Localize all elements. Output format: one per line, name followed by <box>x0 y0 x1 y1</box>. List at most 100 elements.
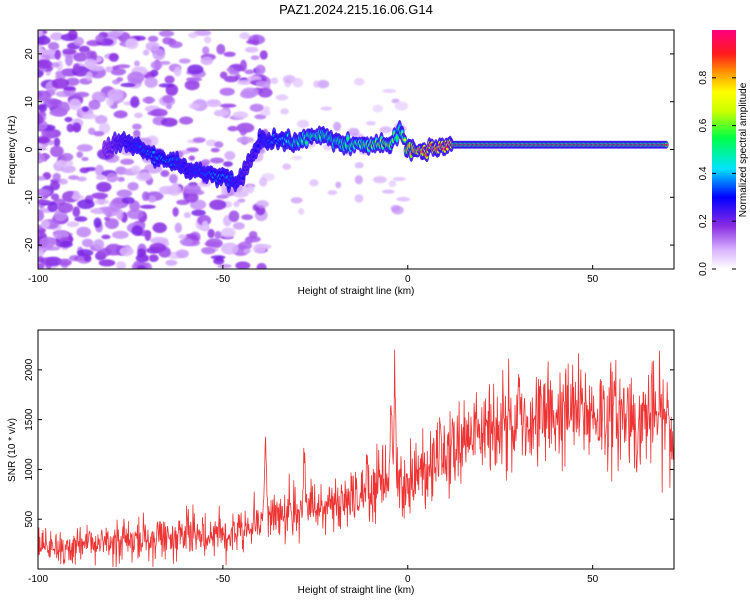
noise-blob <box>136 172 152 182</box>
noise-blob <box>282 163 292 170</box>
noise-blob <box>172 207 179 217</box>
noise-blob <box>73 52 88 62</box>
x-tick-label: -50 <box>216 574 231 585</box>
figure-title: PAZ1.2024.215.16.06.G14 <box>279 2 433 17</box>
spectrogram-x-label: Height of straight line (km) <box>298 286 415 297</box>
noise-blob <box>81 106 89 112</box>
y-tick-label: -10 <box>24 190 35 205</box>
noise-blob <box>237 198 246 203</box>
noise-blob <box>110 67 127 76</box>
noise-blob <box>209 157 224 164</box>
noise-blob <box>126 208 144 220</box>
noise-blob <box>214 231 222 239</box>
x-tick-label: -100 <box>28 574 48 585</box>
noise-blob <box>256 262 267 269</box>
noise-blob <box>116 77 124 82</box>
noise-blob <box>152 222 167 234</box>
noise-blob <box>108 53 119 62</box>
spectrogram-y-label: Frequency (Hz) <box>7 116 18 185</box>
noise-blob <box>252 243 267 254</box>
noise-blob <box>95 175 107 181</box>
ridge-core <box>395 135 399 140</box>
noise-blob <box>233 200 240 208</box>
noise-blob <box>38 35 51 45</box>
snr-x-label: Height of straight line (km) <box>298 585 415 596</box>
noise-blob <box>93 238 105 251</box>
noise-blob <box>255 80 269 88</box>
noise-blob <box>50 62 60 68</box>
noise-blob <box>93 130 105 137</box>
noise-blob <box>162 94 174 104</box>
noise-blob <box>172 181 179 193</box>
noise-blob <box>193 30 212 36</box>
noise-blob <box>280 108 289 115</box>
noise-blob <box>160 117 178 127</box>
noise-blob <box>391 205 404 215</box>
noise-blob <box>40 219 50 229</box>
noise-blob <box>55 159 74 168</box>
heatmap-area <box>38 30 669 269</box>
noise-blob <box>119 246 134 257</box>
spectrogram-x-ticks: -100 -50 0 50 <box>28 265 599 285</box>
noise-blob <box>47 202 59 212</box>
noise-blob <box>149 242 166 253</box>
noise-blob <box>74 91 90 98</box>
noise-blob <box>263 105 271 113</box>
noise-blob <box>76 226 92 238</box>
spectrogram-panel: -100 -50 0 50 20 10 0 -10 -20 Height of straigh… <box>7 29 675 297</box>
noise-blob <box>239 126 247 136</box>
noise-blob <box>391 98 400 104</box>
noise-blob <box>147 195 157 203</box>
noise-blob <box>217 263 232 269</box>
noise-blob <box>60 153 74 162</box>
noise-blob <box>232 222 245 230</box>
y-tick-label: 2000 <box>24 358 35 381</box>
y-tick-label: -20 <box>24 237 35 252</box>
noise-blob <box>139 204 156 209</box>
noise-blob <box>207 228 215 239</box>
noise-blob <box>200 56 214 66</box>
noise-blob <box>43 98 61 109</box>
noise-blob <box>51 78 70 89</box>
noise-blob <box>216 194 229 199</box>
noise-blob <box>50 32 64 41</box>
noise-blob <box>205 238 223 249</box>
noise-blob <box>65 54 74 67</box>
noise-blob <box>183 212 191 219</box>
noise-blob <box>239 59 247 72</box>
noise-blob <box>223 161 233 167</box>
noise-blob <box>248 230 258 240</box>
y-tick-label: 20 <box>24 48 35 60</box>
noise-blob <box>175 249 189 259</box>
noise-blob <box>79 167 90 174</box>
noise-blob <box>213 109 230 117</box>
noise-blob <box>38 209 45 222</box>
noise-blob <box>382 189 395 194</box>
noise-blob <box>354 175 363 185</box>
noise-blob <box>250 55 260 61</box>
y-tick-label: 1000 <box>24 458 35 481</box>
noise-blob <box>257 87 273 98</box>
colorbar-ticks: 0.0 0.2 0.4 0.6 0.8 <box>698 70 736 276</box>
noise-blob <box>219 87 235 96</box>
noise-blob <box>59 240 73 248</box>
noise-blob <box>270 77 279 84</box>
x-tick-label: 50 <box>587 574 599 585</box>
noise-blob <box>96 181 112 193</box>
noise-blob <box>121 196 135 204</box>
ridge-core <box>346 136 350 141</box>
noise-blob <box>38 188 51 197</box>
noise-blob <box>38 249 45 257</box>
noise-blob <box>147 35 159 43</box>
noise-blob <box>202 46 210 55</box>
noise-blob <box>116 189 133 198</box>
noise-blob <box>111 230 129 239</box>
noise-blob <box>220 242 239 255</box>
noise-blob <box>333 121 342 132</box>
y-tick-label: 1500 <box>24 408 35 431</box>
noise-blob <box>38 263 45 269</box>
noise-blob <box>86 50 94 61</box>
noise-blob <box>150 60 163 70</box>
snr-y-label: SNR (10 * v/v) <box>7 418 18 482</box>
noise-blob <box>64 116 73 123</box>
